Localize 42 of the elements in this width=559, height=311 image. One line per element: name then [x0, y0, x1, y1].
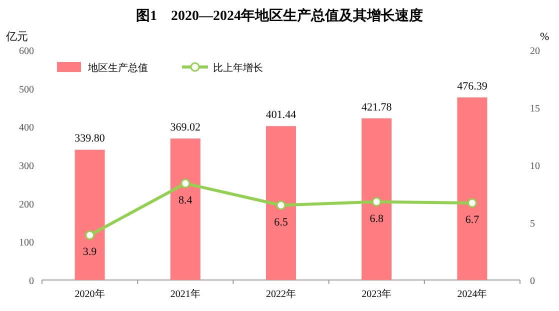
point [467, 198, 477, 208]
y2-axis-title: % [540, 31, 550, 43]
data-label: 6.8 [370, 212, 384, 225]
data-label: 369.02 [170, 122, 201, 134]
x-tick-label: 2023年 [362, 288, 392, 300]
data-label: 339.80 [74, 132, 106, 145]
chart-title: 图1 2020—2024年地区生产总值及其增长速度 [136, 7, 423, 24]
data-label: 6.5 [274, 216, 288, 228]
x-tick-label: 2024年 [457, 288, 488, 300]
data-label: 421.78 [361, 101, 392, 114]
data-label: 476.39 [457, 80, 488, 92]
y-tick-label: 500 [19, 84, 34, 96]
bar [266, 126, 296, 280]
legend-label: 地区生产总值 [87, 62, 148, 74]
y-tick-label: 200 [19, 199, 34, 210]
y2-tick-label: 10 [530, 161, 540, 172]
y-axis-title: 亿元 [5, 31, 28, 43]
y2-tick-label: 5 [530, 218, 535, 230]
bar [74, 150, 105, 280]
y-tick-label: 600 [19, 46, 34, 57]
x-tick-label: 2022年 [266, 288, 296, 300]
point [372, 197, 382, 207]
data-label: 3.9 [82, 246, 98, 258]
point [180, 178, 190, 188]
bar [457, 97, 488, 280]
point [276, 200, 286, 210]
data-label: 6.7 [465, 214, 480, 226]
bar [362, 118, 392, 280]
bar [170, 138, 200, 280]
y-tick-label: 300 [19, 161, 34, 172]
legend-label: 比上年增长 [213, 62, 263, 74]
point [85, 230, 95, 240]
y-tick-label: 0 [29, 276, 34, 287]
y-tick-label: 400 [19, 122, 34, 134]
x-tick-label: 2021年 [170, 288, 200, 300]
y2-tick-label: 0 [530, 276, 535, 287]
y2-tick-label: 15 [530, 104, 540, 114]
x-tick-label: 2020年 [74, 288, 105, 300]
data-label: 8.4 [178, 194, 193, 206]
data-label: 401.44 [266, 109, 297, 122]
y2-tick-label: 20 [530, 46, 540, 57]
y-tick-label: 100 [19, 238, 34, 249]
